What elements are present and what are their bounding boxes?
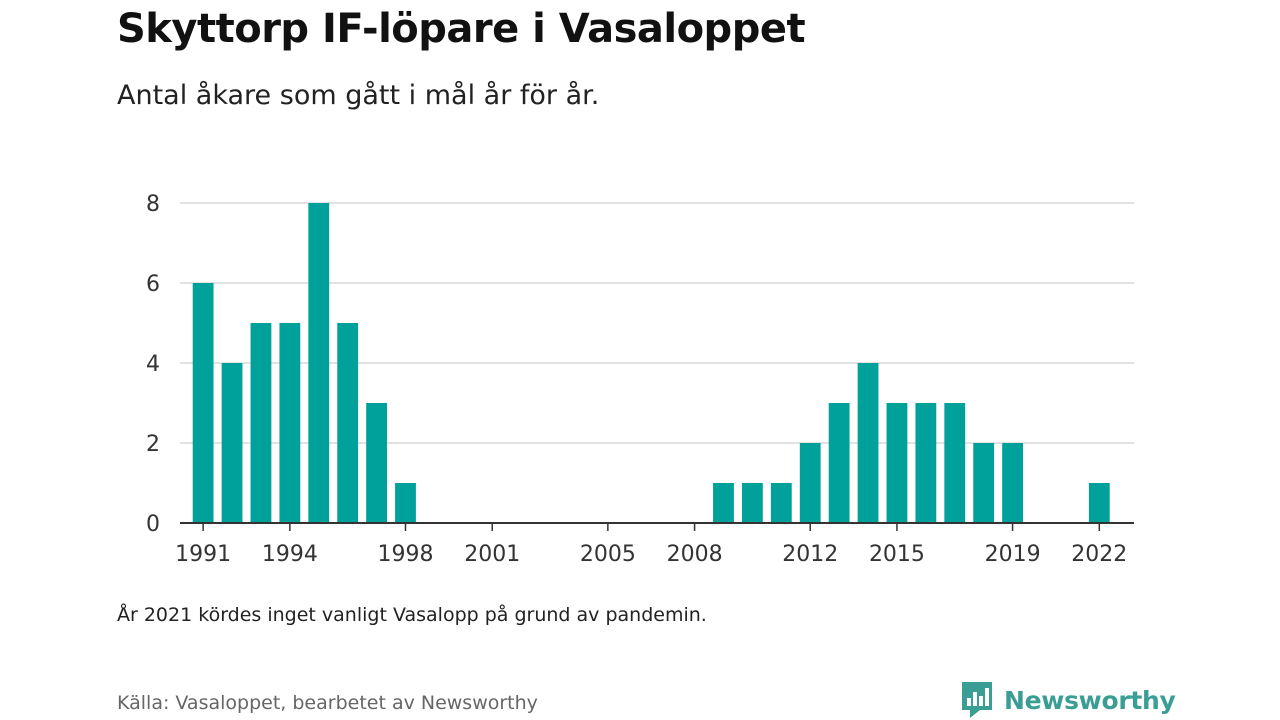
x-tick-label-2012: 2012: [782, 542, 838, 567]
bar-1994: [279, 323, 301, 523]
bar-chart: 0 2 4 6 8 1991 1994 1998 2001 2005 2008 2012 2015 20…: [146, 192, 1134, 567]
x-tick-label-2005: 2005: [580, 542, 636, 567]
x-tick-label-2008: 2008: [667, 542, 723, 567]
bar-1992: [221, 363, 243, 523]
bar-2019: [1002, 443, 1023, 523]
bar-1996: [337, 323, 359, 523]
brand-logo: Newsworthy: [960, 680, 1176, 720]
bar-2015: [886, 403, 908, 523]
bar-2012: [799, 443, 821, 523]
chart-title: Skyttorp IF-löpare i Vasaloppet: [117, 6, 806, 52]
y-tick-label-6: 6: [146, 272, 160, 297]
y-tick-label-8: 8: [146, 192, 160, 217]
y-axis: 0 2 4 6 8: [146, 192, 160, 537]
source-credit: Källa: Vasaloppet, bearbetet av Newswort…: [117, 692, 538, 714]
x-tick-label-2015: 2015: [869, 542, 925, 567]
bar-2022: [1088, 483, 1110, 523]
bar-1995: [308, 203, 330, 523]
bar-2010: [741, 483, 763, 523]
bar-2018: [973, 443, 995, 523]
bar-2013: [828, 403, 850, 523]
bar-2017: [944, 403, 966, 523]
bar-1997: [366, 403, 387, 523]
x-axis: 1991 1994 1998 2001 2005 2008 2012 2015 2019 2022: [175, 522, 1134, 567]
x-tick-label-1998: 1998: [377, 542, 433, 567]
bar-2011: [770, 483, 792, 523]
x-tick-label-1994: 1994: [262, 542, 318, 567]
bar-2016: [915, 403, 937, 523]
bar-2009: [713, 483, 734, 523]
chart-note: År 2021 kördes inget vanligt Vasalopp på…: [117, 604, 707, 626]
x-tick-label-2019: 2019: [985, 542, 1041, 567]
x-tick-label-1991: 1991: [175, 542, 231, 567]
chart-subtitle: Antal åkare som gått i mål år för år.: [117, 80, 600, 111]
x-tick-label-2001: 2001: [464, 542, 520, 567]
y-tick-label-0: 0: [146, 512, 160, 537]
y-tick-label-4: 4: [146, 352, 160, 377]
bar-2014: [857, 363, 879, 523]
bar-1993: [250, 323, 272, 523]
brand-name: Newsworthy: [1004, 685, 1176, 715]
bar-1991: [192, 283, 214, 523]
y-tick-label-2: 2: [146, 432, 160, 457]
newsworthy-logo-icon: [962, 682, 992, 718]
x-tick-label-2022: 2022: [1071, 542, 1127, 567]
bars: [192, 203, 1110, 523]
bar-1998: [395, 483, 416, 523]
